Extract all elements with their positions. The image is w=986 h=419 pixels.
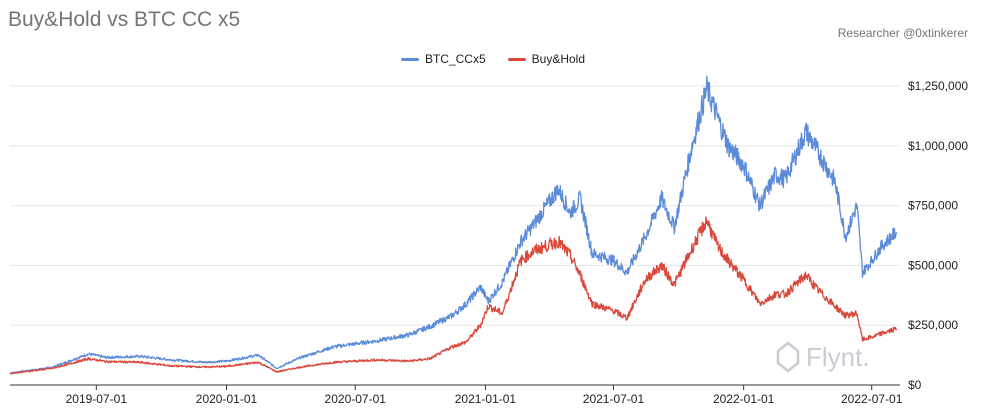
chart-subtitle: Researcher @0xtinkerer [837, 26, 968, 40]
y-tick-label-3: $750,000 [908, 199, 958, 213]
flynt-logo-icon [776, 341, 800, 373]
legend-item-buy-hold[interactable]: Buy&Hold [507, 52, 586, 66]
x-tick-label-3: 2021-01-01 [455, 392, 517, 406]
x-axis: 2019-07-01 2020-01-01 2020-07-01 2021-01-01… [66, 385, 903, 406]
legend-swatch-buy-hold [507, 57, 526, 61]
y-tick-label-5: $1,250,000 [908, 79, 968, 93]
legend-label-buy-hold: Buy&Hold [531, 52, 586, 66]
y-axis: $0 $250,000 $500,000 $750,000 $1,000,000 $1,2… [908, 79, 968, 392]
watermark: Flynt. [776, 341, 870, 373]
chart-title: Buy&Hold vs BTC CC x5 [8, 8, 241, 31]
x-tick-label-4: 2021-07-01 [583, 392, 645, 406]
legend-swatch-btc-ccx5 [400, 57, 419, 61]
series-line-btc-ccx5 [9, 75, 898, 374]
x-tick-label-0: 2019-07-01 [66, 392, 128, 406]
grid-lines [10, 85, 900, 386]
x-tick-label-5: 2022-01-01 [713, 392, 775, 406]
y-tick-label-2: $500,000 [908, 258, 958, 272]
y-tick-label-1: $250,000 [908, 318, 958, 332]
legend-label-btc-ccx5: BTC_CCx5 [424, 52, 486, 66]
y-tick-label-4: $1,000,000 [908, 139, 968, 153]
x-tick-label-6: 2022-07-01 [841, 392, 903, 406]
x-tick-label-1: 2020-01-01 [196, 392, 258, 406]
legend: BTC_CCx5 Buy&Hold [0, 52, 986, 66]
legend-item-btc-ccx5[interactable]: BTC_CCx5 [400, 52, 486, 66]
series-line-buy-hold [9, 216, 898, 375]
x-tick-label-2: 2020-07-01 [325, 392, 387, 406]
series-layer [9, 75, 898, 375]
watermark-text: Flynt. [806, 342, 870, 372]
y-tick-label-0: $0 [908, 378, 922, 392]
